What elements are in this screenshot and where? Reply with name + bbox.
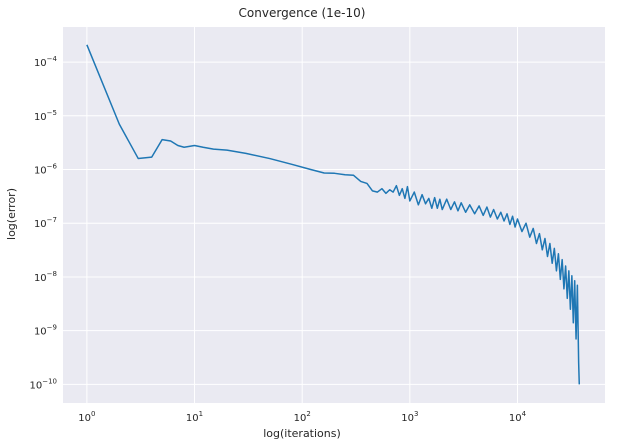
y-axis-label: log(error) bbox=[5, 188, 18, 240]
y-axis-ticks: 10−10 10−9 10−8 10−7 10−6 10−5 10−4 bbox=[29, 55, 57, 391]
x-tick-label-2: 102 bbox=[294, 410, 311, 424]
x-axis-ticks: 100 101 102 103 104 bbox=[78, 410, 526, 424]
x-tick-label-1: 101 bbox=[186, 410, 203, 424]
x-axis-label: log(iterations) bbox=[263, 427, 341, 440]
x-tick-label-4: 104 bbox=[509, 410, 527, 424]
y-tick-label-1: 10−9 bbox=[34, 324, 57, 338]
x-tick-label-3: 103 bbox=[401, 410, 418, 424]
series-line-0 bbox=[86, 44, 581, 385]
series-group bbox=[86, 44, 581, 385]
y-tick-label-2: 10−8 bbox=[34, 270, 57, 284]
x-tick-label-0: 100 bbox=[78, 410, 95, 424]
plot-area bbox=[63, 27, 605, 403]
y-tick-label-5: 10−5 bbox=[34, 109, 57, 123]
y-tick-label-0: 10−10 bbox=[29, 377, 57, 391]
grid-lines bbox=[63, 27, 605, 403]
y-tick-label-4: 10−6 bbox=[34, 163, 58, 177]
y-tick-label-3: 10−7 bbox=[34, 216, 57, 230]
y-tick-label-6: 10−4 bbox=[34, 55, 58, 69]
chart-title: Convergence (1e-10) bbox=[239, 6, 366, 20]
